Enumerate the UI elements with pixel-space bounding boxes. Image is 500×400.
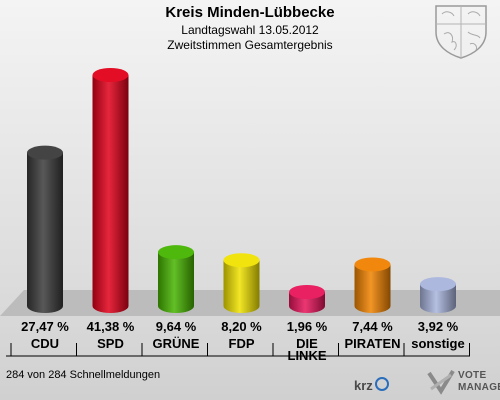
vote-manager-line2: MANAGER <box>458 382 500 393</box>
bar-top <box>223 253 260 268</box>
category-label: SPD <box>97 336 124 351</box>
bar-body <box>27 152 63 313</box>
chart-subtitle: Landtagswahl 13.05.2012 <box>181 23 319 37</box>
bar-top <box>420 277 456 292</box>
category-label: CDU <box>31 336 59 351</box>
chart-title: Kreis Minden-Lübbecke <box>165 4 335 21</box>
bar-body <box>354 264 391 313</box>
value-label: 9,64 % <box>156 319 197 334</box>
category-label: DIE <box>296 336 318 351</box>
bar-cdu <box>27 145 63 313</box>
bar-top <box>354 257 391 272</box>
bar-top <box>27 145 63 160</box>
bar-fdp <box>223 253 260 313</box>
bar-body <box>223 260 260 313</box>
coat-of-arms-icon <box>435 5 487 59</box>
value-label: 1,96 % <box>287 319 328 334</box>
category-label: FDP <box>229 336 255 351</box>
bar-spd <box>92 68 129 313</box>
value-label: 8,20 % <box>221 319 262 334</box>
category-label: PIRATEN <box>344 336 400 351</box>
bar-body <box>92 75 129 313</box>
bar-body <box>158 252 194 313</box>
bar-piraten <box>354 257 391 313</box>
bar-die-linke <box>289 285 325 313</box>
bar-sonstige <box>420 277 456 313</box>
krz-logo: krz <box>354 377 389 393</box>
bar-grüne <box>158 245 194 313</box>
bar-top <box>289 285 325 299</box>
value-label: 3,92 % <box>418 319 459 334</box>
category-label: LINKE <box>288 348 327 363</box>
chart-subtitle-2: Zweitstimmen Gesamtergebnis <box>167 38 333 52</box>
krz-logo-mark <box>374 377 389 391</box>
category-label: GRÜNE <box>153 336 200 351</box>
value-label: 27,47 % <box>21 319 69 334</box>
vote-manager-line1: VOTE <box>458 370 487 381</box>
vote-manager-logo-icon <box>427 369 455 395</box>
bar-body <box>420 284 456 313</box>
bar-top <box>158 245 194 260</box>
value-label: 41,38 % <box>87 319 135 334</box>
status-text: 284 von 284 Schnellmeldungen <box>6 369 161 381</box>
category-label: sonstige <box>411 336 464 351</box>
value-label: 7,44 % <box>352 319 393 334</box>
bar-top <box>92 68 129 82</box>
